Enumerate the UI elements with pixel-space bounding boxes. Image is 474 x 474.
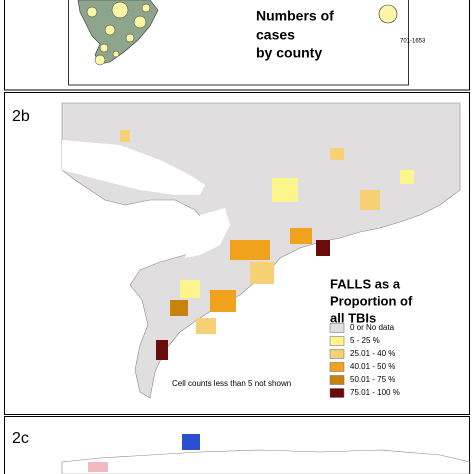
legend-title: all TBIs <box>330 310 376 325</box>
region-outline <box>61 449 471 474</box>
county-patch <box>88 462 108 472</box>
legend-title: by county <box>256 45 322 61</box>
panel-a-frame <box>4 0 470 91</box>
legend-title: cases <box>256 27 295 43</box>
legend-title: FALLS as a <box>330 276 401 291</box>
legend-label: 25.01 - 40 % <box>350 349 395 358</box>
county-patches <box>120 130 414 360</box>
legend-swatch <box>329 388 345 398</box>
map-note: Cell counts less than 5 not shown <box>172 379 291 388</box>
panel-label: 2b <box>12 108 30 125</box>
legend-label: 40.01 - 50 % <box>350 362 395 371</box>
panel-b-frame <box>4 92 470 415</box>
legend-label: 75.01 - 100 % <box>350 388 400 397</box>
legend-label: 5 - 25 % <box>350 336 380 345</box>
legend: 0 or No data 5 - 25 % 25.01 - 40 % 40.01 - … <box>329 323 400 398</box>
legend-title: Proportion of <box>330 293 413 308</box>
legend-swatch <box>329 362 345 372</box>
legend-label: 50.01 - 75 % <box>350 375 395 384</box>
map-inset-frame <box>68 0 409 86</box>
lake <box>62 140 205 195</box>
legend-swatch <box>329 375 345 385</box>
legend-title: Numbers of <box>256 8 334 24</box>
county-map <box>77 0 159 65</box>
panel-label: 2c <box>12 430 29 447</box>
case-bubbles <box>86 1 151 66</box>
legend-swatch <box>329 323 345 333</box>
county-patch <box>182 434 200 450</box>
lake <box>185 208 230 258</box>
panel-c-frame <box>4 416 470 474</box>
legend-swatch <box>329 349 345 359</box>
legend-swatch <box>329 336 345 346</box>
legend-bubble <box>378 4 398 24</box>
legend-label: 0 or No data <box>350 323 395 332</box>
legend-label: 701-1653 <box>400 39 426 45</box>
